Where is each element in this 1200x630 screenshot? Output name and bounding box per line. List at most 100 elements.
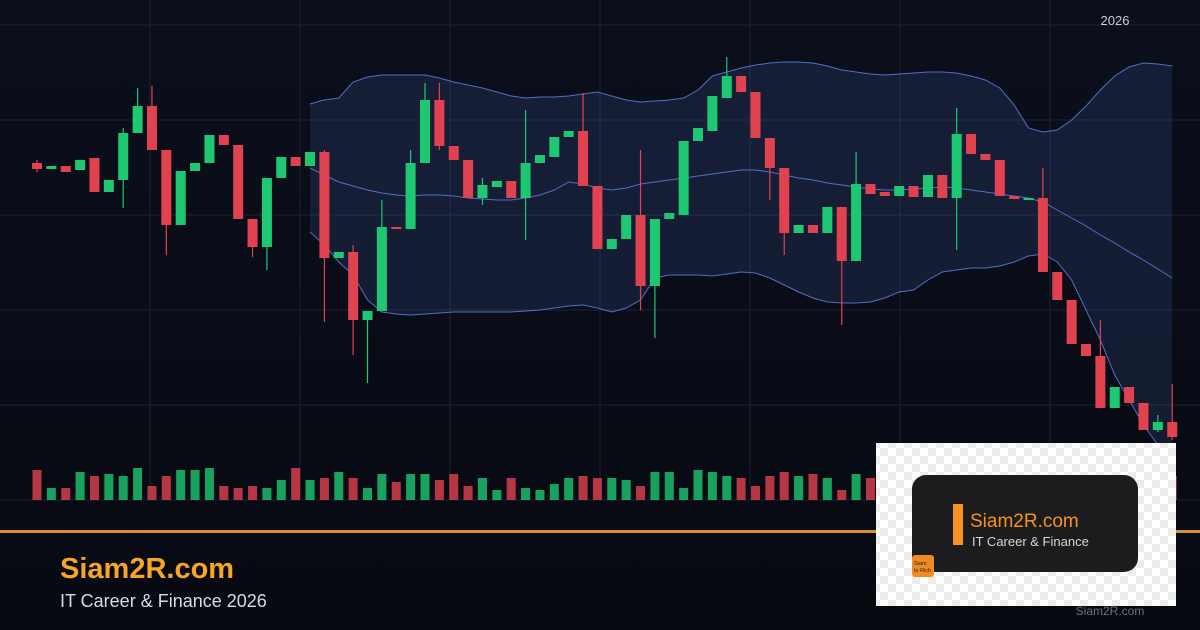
volume-bar xyxy=(46,488,56,500)
candle-body xyxy=(190,163,201,171)
badge-accent xyxy=(953,504,963,545)
volume-bar xyxy=(262,488,272,500)
volume-bar xyxy=(751,486,760,500)
candle-body xyxy=(391,227,402,229)
divider xyxy=(0,530,1200,533)
candle-body xyxy=(908,186,919,197)
volume-bar xyxy=(147,486,157,500)
candle-body xyxy=(549,137,560,157)
candle-body xyxy=(563,131,574,137)
volume-bar xyxy=(118,476,128,500)
candle-body xyxy=(348,252,359,320)
candle-body xyxy=(678,141,689,215)
badge-title: Siam2R.com xyxy=(970,511,1079,532)
candle-body xyxy=(434,100,445,146)
volume-bar xyxy=(104,474,114,500)
volume-bar xyxy=(535,490,545,500)
volume-bar xyxy=(592,478,602,500)
volume-bar xyxy=(765,476,775,500)
candle-body xyxy=(592,186,603,249)
candle-body xyxy=(1023,198,1034,200)
volume-bar xyxy=(578,476,588,500)
candle-body xyxy=(376,227,387,311)
volume-bar xyxy=(434,480,444,500)
volume-bar xyxy=(736,478,746,500)
candle-body xyxy=(477,185,488,198)
candle-body xyxy=(578,131,589,186)
candle-body xyxy=(635,215,646,286)
volume-bar xyxy=(75,472,85,500)
candle-body xyxy=(261,178,272,247)
candle-body xyxy=(534,155,545,163)
candle-body xyxy=(405,163,416,229)
volume-bar xyxy=(89,476,99,500)
candle-body xyxy=(276,157,287,178)
volume-bar xyxy=(190,470,200,500)
candle-body xyxy=(362,311,373,320)
candle-body xyxy=(448,146,459,160)
candle-body xyxy=(764,138,775,168)
watermark: Siam2R.com xyxy=(1076,604,1145,618)
candle-body xyxy=(1167,422,1178,437)
candle-body xyxy=(994,160,1005,196)
volume-bar xyxy=(291,468,301,500)
candle-body xyxy=(161,150,172,225)
volume-bar xyxy=(650,472,660,500)
volume-bar xyxy=(679,488,689,500)
candle-body xyxy=(750,92,761,138)
candle-body xyxy=(103,180,114,192)
candle-body xyxy=(736,76,747,92)
band-line xyxy=(309,61,1173,133)
volume-bar xyxy=(822,478,832,500)
volume-bar xyxy=(837,490,847,500)
volume-bar xyxy=(693,470,703,500)
candle-body xyxy=(937,175,948,198)
candle-body xyxy=(1081,344,1092,356)
volume-bar xyxy=(707,472,717,500)
candle-body xyxy=(822,207,833,233)
volume-bar xyxy=(348,478,358,500)
volume-bar xyxy=(794,476,804,500)
volume-bar xyxy=(463,486,473,500)
volume-bar xyxy=(779,472,789,500)
volume-bar xyxy=(248,486,258,500)
candle-body xyxy=(779,168,790,233)
icon-text: Siam xyxy=(914,561,927,567)
badge-subtitle: IT Career & Finance xyxy=(972,534,1089,549)
volume-bar xyxy=(334,472,344,500)
volume-bar xyxy=(636,486,646,500)
volume-bar xyxy=(449,474,459,500)
volume-bar xyxy=(808,474,818,500)
volume-bar xyxy=(161,476,171,500)
candle-body xyxy=(922,175,933,197)
candle-body xyxy=(491,181,502,187)
volume-bar xyxy=(564,478,574,500)
volume-bar xyxy=(61,488,71,500)
candle-body xyxy=(305,152,316,166)
candle-body xyxy=(46,166,57,169)
tagline: IT Career & Finance 2026 xyxy=(60,591,267,611)
volume-bar xyxy=(204,468,214,500)
volume-bar xyxy=(32,470,42,500)
candle-body xyxy=(1124,387,1135,403)
candle-body xyxy=(1066,300,1077,344)
candle-body xyxy=(506,181,517,198)
band-line xyxy=(309,231,1173,461)
plot xyxy=(32,57,1178,500)
icon-text: to Rich xyxy=(914,568,931,574)
candle-body xyxy=(649,219,660,286)
volume-bar xyxy=(607,478,617,500)
volume-bar xyxy=(233,488,243,500)
volume-bar xyxy=(420,474,430,500)
candle-body xyxy=(980,154,991,160)
candle-body xyxy=(32,163,42,169)
brand: Siam2R.com xyxy=(60,553,234,585)
candle-body xyxy=(1138,403,1149,430)
candle-body xyxy=(233,145,244,219)
candle-body xyxy=(721,76,732,98)
volume-bar xyxy=(865,478,875,500)
candle-body xyxy=(89,158,100,192)
candle-body xyxy=(75,160,86,170)
badge-card xyxy=(912,475,1138,572)
volume-bar xyxy=(549,484,559,500)
